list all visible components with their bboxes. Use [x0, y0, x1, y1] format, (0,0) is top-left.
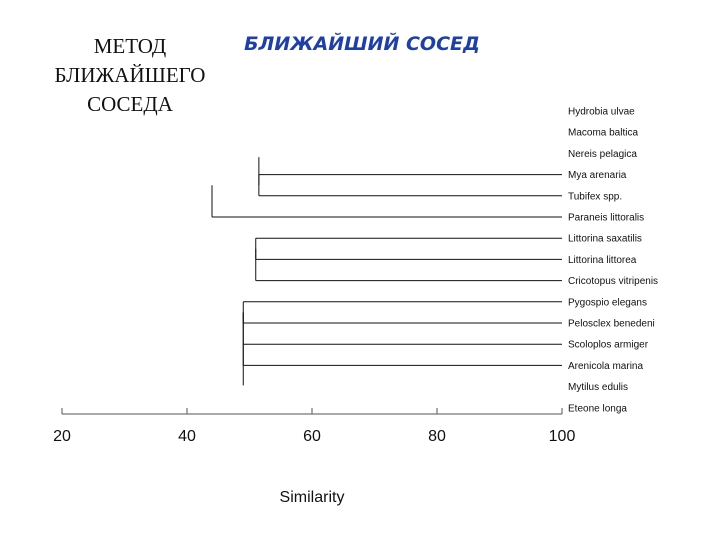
- species-label: Scoloplos armiger: [568, 340, 649, 351]
- species-label: Paraneis littoralis: [568, 213, 644, 224]
- x-axis-label: Similarity: [280, 489, 345, 506]
- slide-title: МЕТОД БЛИЖАЙШЕГО СОСЕДА: [30, 32, 230, 119]
- species-label: Eteone longa: [568, 403, 627, 414]
- slide-title-line: МЕТОД: [93, 34, 167, 58]
- x-tick-label: 80: [428, 428, 446, 445]
- species-label: Cricotopus vitripenis: [568, 276, 658, 287]
- species-label: Tubifex spp.: [568, 191, 622, 202]
- species-label: Mya arenaria: [568, 170, 627, 181]
- chart-title: БЛИЖАЙШИЙ СОСЕД: [244, 32, 480, 55]
- x-tick-label: 100: [549, 428, 576, 445]
- species-label: Arenicola marina: [568, 361, 643, 372]
- species-label: Nereis pelagica: [568, 149, 637, 160]
- dendrogram-links: [211, 157, 562, 386]
- x-tick-label: 40: [178, 428, 196, 445]
- species-label: Littorina littorea: [568, 255, 637, 266]
- x-tick-label: 20: [53, 428, 71, 445]
- species-label: Littorina saxatilis: [568, 234, 642, 245]
- species-label: Pygospio elegans: [568, 297, 647, 308]
- species-label: Hydrobia ulvae: [568, 107, 635, 118]
- slide-title-line: БЛИЖАЙШЕГО: [54, 63, 206, 87]
- x-tick-label: 60: [303, 428, 321, 445]
- species-label: Pelosclex benedeni: [568, 319, 655, 330]
- species-label: Mytilus edulis: [568, 382, 628, 393]
- slide-title-line: СОСЕДА: [87, 92, 173, 116]
- species-label: Macoma baltica: [568, 128, 638, 139]
- species-labels: Hydrobia ulvae Macoma baltica Nereis pelag…: [568, 107, 658, 415]
- x-axis: 20 40 60 80 100: [53, 408, 575, 445]
